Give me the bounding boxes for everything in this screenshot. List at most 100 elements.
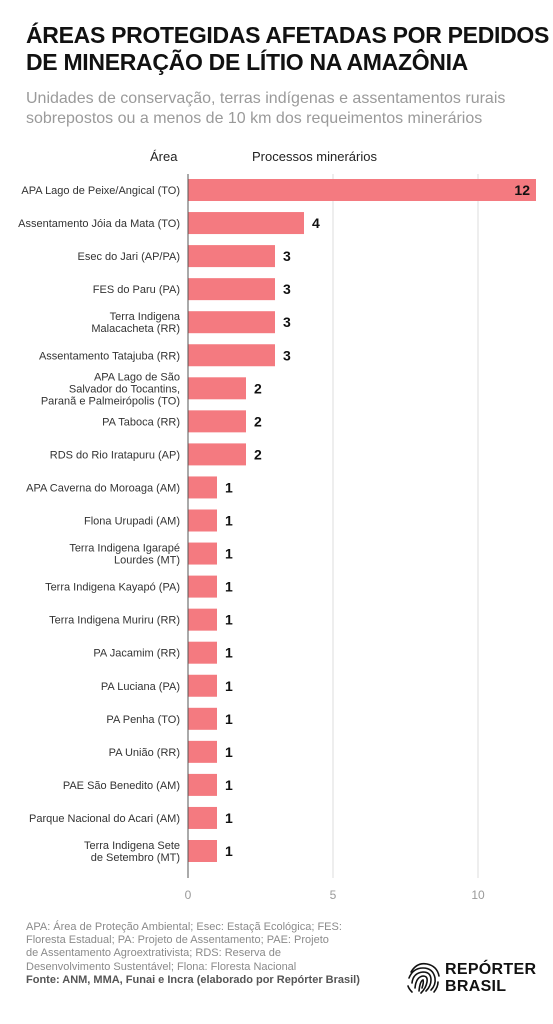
category-label-17: PA União (RR) bbox=[109, 747, 180, 759]
category-label-7: PA Taboca (RR) bbox=[102, 416, 180, 428]
category-label-0-line-0: APA Lago de Peixe/Angical (TO) bbox=[21, 185, 180, 197]
category-label-15-line-0: PA Luciana (PA) bbox=[101, 681, 180, 693]
bar-16 bbox=[188, 707, 217, 730]
category-label-19-line-0: Parque Nacional do Acari (AM) bbox=[29, 813, 180, 825]
bar-19 bbox=[188, 806, 217, 829]
value-label-10: 1 bbox=[225, 513, 233, 529]
x-tick-label-1: 5 bbox=[330, 888, 337, 902]
category-column-header: Área bbox=[150, 149, 178, 164]
value-label-13: 1 bbox=[225, 612, 233, 628]
value-column-header: Processos minerários bbox=[252, 149, 377, 164]
note-line-3: de Assentamento Agroextrativista; RDS: R… bbox=[26, 947, 281, 960]
chart-subtitle-line-1: Unidades de conservação, terras indígena… bbox=[26, 90, 506, 107]
category-label-5: Assentamento Tatajuba (RR) bbox=[39, 350, 180, 362]
value-label-11: 1 bbox=[225, 546, 233, 562]
value-label-5: 3 bbox=[283, 347, 291, 363]
category-label-17-line-0: PA União (RR) bbox=[109, 747, 180, 759]
category-label-5-line-0: Assentamento Tatajuba (RR) bbox=[39, 350, 180, 362]
chart-title: ÁREAS PROTEGIDAS AFETADAS POR PEDIDOS DE… bbox=[26, 22, 550, 76]
value-label-3: 3 bbox=[283, 281, 291, 297]
category-label-8: RDS do Rio Iratapuru (AP) bbox=[50, 449, 180, 461]
value-label-0: 12 bbox=[514, 182, 530, 198]
x-tick-label-0: 0 bbox=[185, 888, 192, 902]
x-tick-label-2: 10 bbox=[471, 888, 485, 902]
value-label-9: 1 bbox=[225, 479, 233, 495]
category-label-11: Terra Indigena Igarapé Lourdes (MT) bbox=[69, 543, 180, 567]
value-label-12: 1 bbox=[225, 579, 233, 595]
category-label-1-line-0: Assentamento Jóia da Mata (TO) bbox=[18, 218, 180, 230]
category-label-1: Assentamento Jóia da Mata (TO) bbox=[18, 218, 180, 230]
category-label-10: Flona Urupadi (AM) bbox=[84, 516, 180, 528]
category-label-2-line-0: Esec do Jari (AP/PA) bbox=[78, 251, 181, 263]
value-label-14: 1 bbox=[225, 645, 233, 661]
logo-line-2: BRASIL bbox=[445, 978, 507, 995]
value-label-20: 1 bbox=[225, 843, 233, 859]
category-label-14: PA Jacamim (RR) bbox=[93, 648, 180, 660]
bar-8 bbox=[188, 443, 246, 466]
bar-6 bbox=[188, 377, 246, 400]
category-label-15: PA Luciana (PA) bbox=[101, 681, 180, 693]
value-label-17: 1 bbox=[225, 744, 233, 760]
category-label-6-line-0: APA Lago de São bbox=[94, 371, 180, 383]
category-label-9-line-0: APA Caverna do Moroaga (AM) bbox=[26, 482, 180, 494]
category-label-0: APA Lago de Peixe/Angical (TO) bbox=[21, 185, 180, 197]
abbreviations-note: APA: Área de Proteção Ambiental; Esec: E… bbox=[26, 921, 376, 974]
bar-15 bbox=[188, 674, 217, 697]
value-label-2: 3 bbox=[283, 248, 291, 264]
value-label-6: 2 bbox=[254, 380, 262, 396]
category-label-3-line-0: FES do Paru (PA) bbox=[93, 284, 180, 296]
logo-wordmark: REPÓRTER BRASIL bbox=[445, 961, 536, 995]
category-label-3: FES do Paru (PA) bbox=[93, 284, 180, 296]
category-label-4-line-1: Malacacheta (RR) bbox=[91, 323, 180, 335]
category-label-18-line-0: PAE São Benedito (AM) bbox=[63, 780, 180, 792]
category-label-6-line-2: Paranã e Palmeirópolis (TO) bbox=[41, 395, 180, 407]
category-label-10-line-0: Flona Urupadi (AM) bbox=[84, 516, 180, 528]
category-label-4: Terra Indigena Malacacheta (RR) bbox=[91, 311, 181, 335]
bar-2 bbox=[188, 245, 275, 268]
value-label-15: 1 bbox=[225, 678, 233, 694]
bar-18 bbox=[188, 773, 217, 796]
category-label-7-line-0: PA Taboca (RR) bbox=[102, 416, 180, 428]
category-label-8-line-0: RDS do Rio Iratapuru (AP) bbox=[50, 449, 180, 461]
category-label-13-line-0: Terra Indigena Muriru (RR) bbox=[49, 615, 180, 627]
bar-4 bbox=[188, 311, 275, 334]
category-label-2: Esec do Jari (AP/PA) bbox=[78, 251, 181, 263]
category-label-9: APA Caverna do Moroaga (AM) bbox=[26, 482, 180, 494]
note-line-1: APA: Área de Proteção Ambiental; Esec: E… bbox=[26, 921, 342, 933]
chart-subtitle: Unidades de conservação, terras indígena… bbox=[26, 89, 546, 129]
reporter-brasil-logo: REPÓRTER BRASIL bbox=[405, 958, 536, 998]
source-note: Fonte: ANM, MMA, Funai e Incra (elaborad… bbox=[26, 974, 360, 986]
note-line-4: Desenvolvimento Sustentável; Flona: Flor… bbox=[26, 960, 297, 973]
bar-7 bbox=[188, 410, 246, 433]
value-label-18: 1 bbox=[225, 777, 233, 793]
category-label-6-line-1: Salvador do Tocantins, bbox=[69, 383, 180, 395]
bar-3 bbox=[188, 278, 275, 301]
bar-9 bbox=[188, 476, 217, 499]
bar-11 bbox=[188, 542, 217, 565]
note-line-2: Floresta Estadual; PA: Projeto de Assent… bbox=[26, 934, 329, 947]
category-label-4-line-0: Terra Indigena bbox=[110, 311, 181, 323]
bar-0 bbox=[188, 179, 536, 201]
category-label-6: APA Lago de São Salvador do Tocantins, Par… bbox=[41, 371, 180, 407]
bar-1 bbox=[188, 212, 304, 235]
value-label-19: 1 bbox=[225, 810, 233, 826]
bar-5 bbox=[188, 344, 275, 367]
category-label-14-line-0: PA Jacamim (RR) bbox=[93, 648, 180, 660]
value-label-8: 2 bbox=[254, 446, 262, 462]
bar-17 bbox=[188, 740, 217, 763]
category-label-12: Terra Indigena Kayapó (PA) bbox=[45, 582, 180, 594]
value-label-7: 2 bbox=[254, 413, 262, 429]
category-label-13: Terra Indigena Muriru (RR) bbox=[49, 615, 180, 627]
bar-13 bbox=[188, 608, 217, 631]
chart-title-line-1: ÁREAS PROTEGIDAS AFETADAS POR PEDIDOS bbox=[26, 22, 550, 48]
category-label-19: Parque Nacional do Acari (AM) bbox=[29, 813, 180, 825]
bar-12 bbox=[188, 575, 217, 598]
category-label-20-line-0: Terra Indigena Sete bbox=[84, 840, 180, 852]
chart-title-line-2: DE MINERAÇÃO DE LÍTIO NA AMAZÔNIA bbox=[26, 49, 468, 75]
logo-line-1: REPÓRTER bbox=[445, 961, 537, 978]
category-label-11-line-1: Lourdes (MT) bbox=[114, 555, 180, 567]
category-label-18: PAE São Benedito (AM) bbox=[63, 780, 180, 792]
bar-10 bbox=[188, 509, 217, 532]
fingerprint-logo-icon bbox=[407, 962, 440, 994]
